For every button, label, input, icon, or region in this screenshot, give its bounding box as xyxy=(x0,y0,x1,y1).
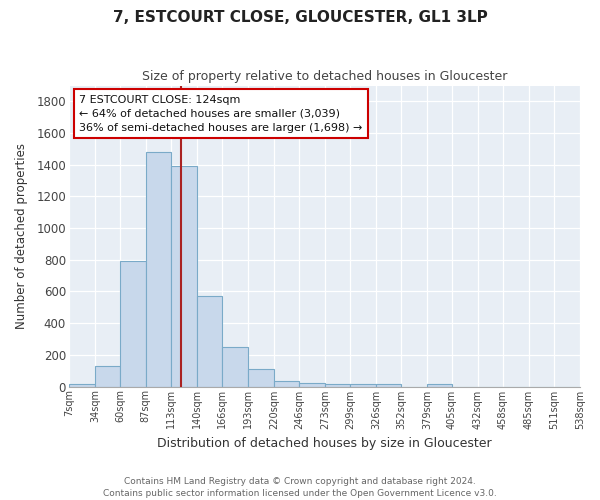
Bar xyxy=(274,381,299,386)
Bar xyxy=(146,152,171,386)
Bar xyxy=(376,384,401,386)
Bar xyxy=(120,261,146,386)
Text: 7 ESTCOURT CLOSE: 124sqm
← 64% of detached houses are smaller (3,039)
36% of sem: 7 ESTCOURT CLOSE: 124sqm ← 64% of detach… xyxy=(79,94,362,132)
Y-axis label: Number of detached properties: Number of detached properties xyxy=(15,143,28,329)
Bar xyxy=(171,166,197,386)
X-axis label: Distribution of detached houses by size in Gloucester: Distribution of detached houses by size … xyxy=(157,437,492,450)
Bar xyxy=(95,366,120,386)
Bar xyxy=(248,368,274,386)
Text: 7, ESTCOURT CLOSE, GLOUCESTER, GL1 3LP: 7, ESTCOURT CLOSE, GLOUCESTER, GL1 3LP xyxy=(113,10,487,25)
Bar xyxy=(325,384,350,386)
Bar xyxy=(197,296,222,386)
Text: Contains HM Land Registry data © Crown copyright and database right 2024.
Contai: Contains HM Land Registry data © Crown c… xyxy=(103,476,497,498)
Title: Size of property relative to detached houses in Gloucester: Size of property relative to detached ho… xyxy=(142,70,507,83)
Bar xyxy=(299,382,325,386)
Bar xyxy=(427,384,452,386)
Bar xyxy=(222,347,248,387)
Bar xyxy=(350,384,376,386)
Bar xyxy=(69,384,95,386)
